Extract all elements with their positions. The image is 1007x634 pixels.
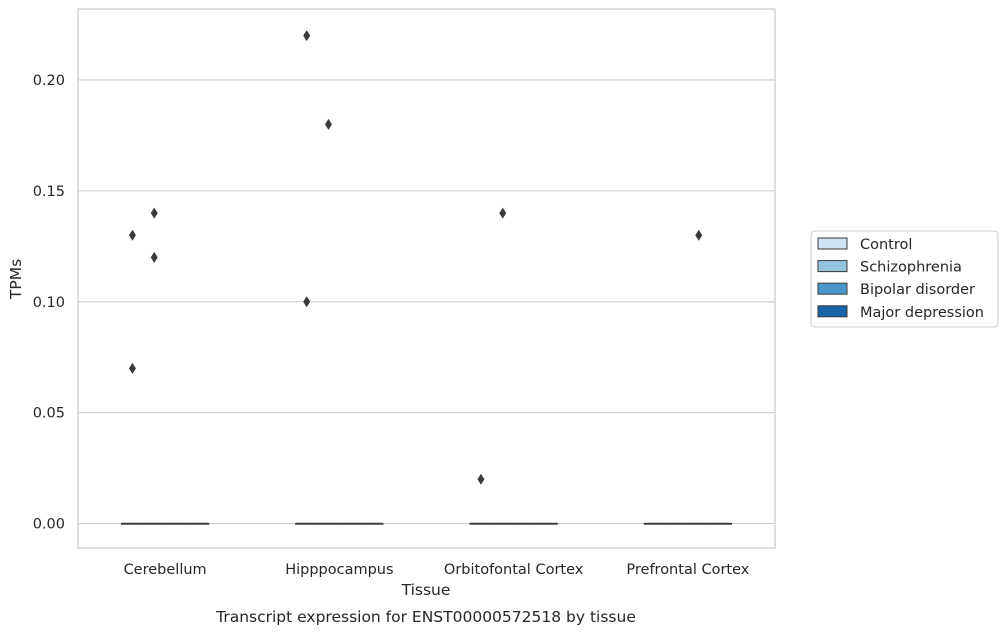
y-tick-label: 0.15 bbox=[33, 184, 65, 200]
outlier-point bbox=[150, 251, 158, 263]
x-tick-label: Prefrontal Cortex bbox=[626, 562, 749, 578]
chart-caption: Transcript expression for ENST0000057251… bbox=[215, 608, 636, 626]
outlier-point bbox=[324, 118, 332, 130]
outlier-point bbox=[303, 296, 311, 308]
y-tick-label: 0.05 bbox=[33, 406, 65, 422]
x-tick-label: Cerebellum bbox=[124, 562, 207, 578]
y-axis-title: TPMs bbox=[7, 259, 25, 300]
legend-label: Bipolar disorder bbox=[860, 282, 975, 298]
y-tick-label: 0.10 bbox=[33, 295, 65, 311]
outlier-point bbox=[128, 362, 136, 374]
x-ticks: Cerebellum Hipppocampus Orbitofontal Corte… bbox=[124, 562, 750, 578]
y-tick-label: 0.20 bbox=[33, 73, 65, 89]
legend-label: Major depression bbox=[860, 305, 984, 321]
legend: Control Schizophrenia Bipolar disorder Majo… bbox=[810, 230, 999, 328]
outlier-point bbox=[695, 229, 703, 241]
legend-label: Schizophrenia bbox=[860, 260, 962, 276]
y-ticks: 0.00 0.05 0.10 0.15 0.20 bbox=[33, 73, 65, 533]
x-axis-title: Tissue bbox=[401, 581, 451, 599]
legend-swatch bbox=[817, 305, 848, 318]
boxes bbox=[120, 522, 733, 525]
grid bbox=[78, 79, 775, 525]
plot-frame bbox=[77, 8, 776, 549]
legend-swatch bbox=[817, 260, 848, 273]
outlier-point bbox=[150, 207, 158, 219]
outlier-point bbox=[303, 30, 311, 42]
outlier-point bbox=[499, 207, 507, 219]
outlier-point bbox=[477, 473, 485, 485]
outliers bbox=[128, 30, 703, 485]
legend-label: Control bbox=[860, 237, 912, 253]
legend-swatch bbox=[817, 282, 848, 295]
legend-frame bbox=[810, 230, 999, 328]
legend-swatch bbox=[817, 237, 848, 250]
x-tick-label: Orbitofontal Cortex bbox=[444, 562, 584, 578]
outlier-point bbox=[128, 229, 136, 241]
x-tick-label: Hipppocampus bbox=[285, 562, 393, 578]
y-tick-label: 0.00 bbox=[33, 517, 65, 533]
